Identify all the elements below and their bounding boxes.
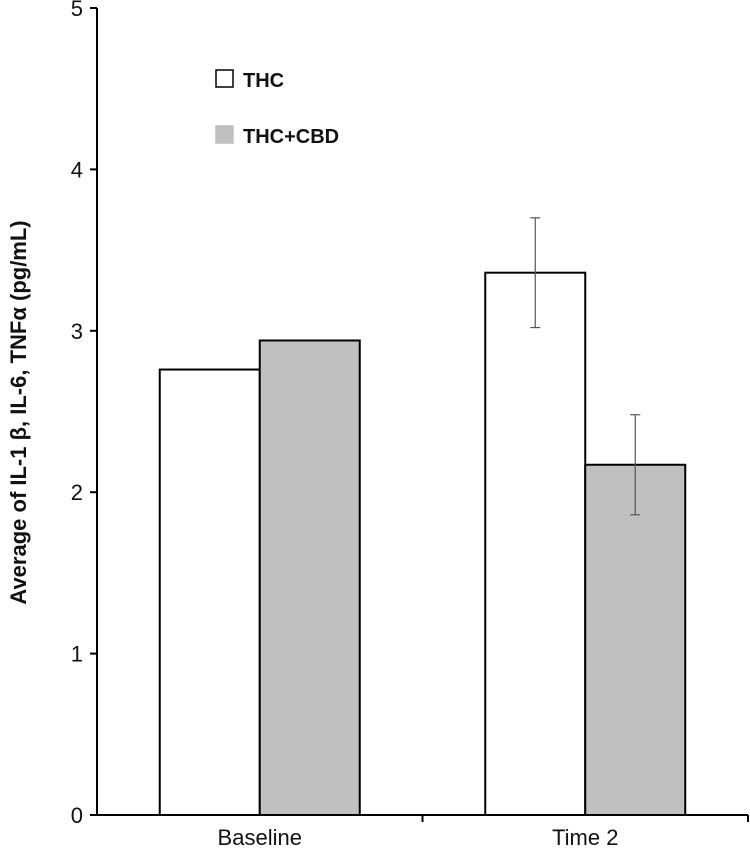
- bar-time-2-thc-cbd: [584, 463, 687, 816]
- x-tick-label: Baseline: [218, 825, 302, 850]
- bar-baseline-thc-cbd: [258, 339, 361, 816]
- legend-swatch: [215, 125, 234, 144]
- plot-area: [158, 217, 687, 817]
- y-tick-label: 4: [71, 157, 83, 182]
- legend: THC THC+CBD: [215, 69, 339, 148]
- y-tick-label: 5: [71, 0, 83, 21]
- legend-label: THC+CBD: [243, 126, 339, 148]
- error-bar: [630, 414, 641, 516]
- x-tick-label: Time 2: [552, 825, 618, 850]
- bar-baseline-thc: [158, 368, 261, 816]
- legend-swatch: [215, 69, 234, 88]
- legend-item: THC+CBD: [215, 125, 339, 148]
- bar-time-2-thc: [484, 271, 587, 817]
- legend-item: THC: [215, 69, 284, 92]
- error-bar: [530, 217, 541, 329]
- y-tick-label: 2: [71, 480, 83, 505]
- legend-label: THC: [243, 70, 284, 92]
- axes: 0 1 2 3 4 5 Baseline Time 2: [71, 0, 749, 850]
- y-axis-title: Average of IL-1 β, IL-6, TNFα (pg/mL): [6, 220, 31, 604]
- y-tick-label: 1: [71, 642, 83, 667]
- y-tick-label: 0: [71, 803, 83, 828]
- y-tick-label: 3: [71, 319, 83, 344]
